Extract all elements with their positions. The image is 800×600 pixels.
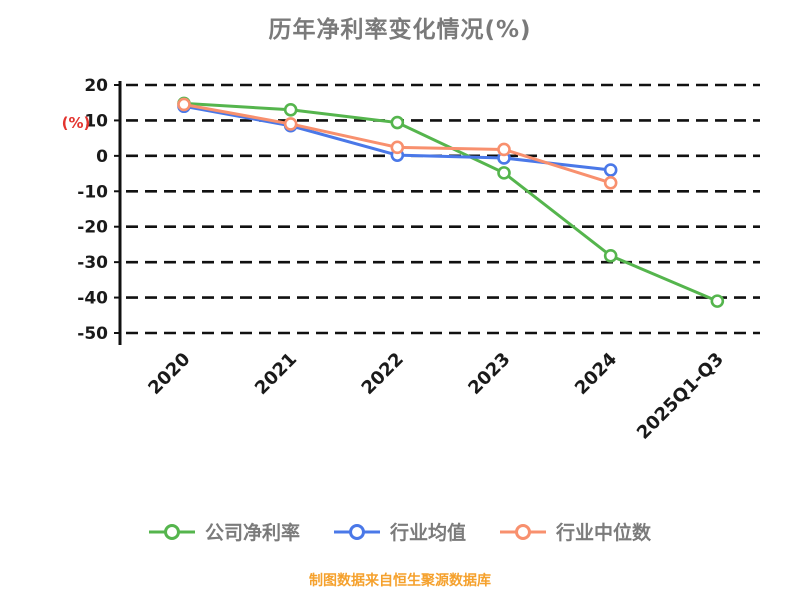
x-tick-label: 2020	[144, 349, 194, 399]
series-line-0	[183, 101, 718, 303]
y-tick-label: 0	[96, 147, 108, 167]
legend-item-industry-mean: 行业均值	[333, 518, 466, 545]
y-axis-label: (%)	[62, 114, 91, 132]
chart-legend: 公司净利率 行业均值 行业中位数	[0, 518, 800, 545]
legend-item-industry-median: 行业中位数	[500, 518, 651, 545]
data-source-note: 制图数据来自恒生聚源数据库	[309, 573, 491, 589]
legend-label-company-net-margin: 公司净利率	[204, 522, 300, 544]
x-tick-label: 2021	[251, 349, 301, 399]
y-tick-label: 20	[84, 76, 108, 96]
chart-canvas: 20 10 0 -10 -20 -30 -40 -50 (%) 2020 2021 2022 2023 2…	[62, 76, 760, 444]
legend-label-industry-median: 行业中位数	[556, 522, 652, 544]
data-point-marker	[603, 175, 618, 190]
data-point-marker	[497, 142, 511, 157]
legend-ring-icon	[163, 523, 180, 540]
legend-item-company-net-margin: 公司净利率	[148, 518, 300, 545]
y-tick-label: -10	[77, 182, 108, 202]
data-point-marker	[283, 117, 298, 131]
legend-ring-icon	[348, 523, 365, 540]
x-tick-label: 2022	[358, 349, 408, 399]
data-point-marker	[603, 248, 618, 263]
data-point-marker	[603, 163, 618, 177]
legend-marker-blue	[333, 522, 380, 542]
x-tick-label: 2024	[571, 349, 621, 399]
data-point-marker	[283, 102, 298, 117]
y-tick-label: -40	[77, 289, 108, 309]
y-tick-label: 10	[84, 111, 108, 131]
data-point-marker	[390, 140, 405, 155]
y-tick-label: -20	[77, 218, 108, 238]
x-tick-label: 2023	[464, 349, 514, 399]
x-tick-label: 2025Q1-Q3	[633, 349, 728, 444]
data-point-marker	[177, 97, 191, 112]
data-point-marker	[390, 115, 405, 130]
data-point-marker	[497, 166, 511, 180]
legend-label-industry-mean: 行业均值	[389, 522, 466, 544]
legend-ring-icon	[515, 523, 531, 540]
data-point-marker	[710, 294, 725, 308]
y-tick-label: -30	[77, 253, 108, 273]
legend-marker-green	[148, 522, 195, 542]
legend-marker-orange	[500, 522, 546, 542]
y-tick-label: -50	[77, 324, 108, 344]
chart-title: 历年净利率变化情况(%)	[268, 17, 532, 43]
